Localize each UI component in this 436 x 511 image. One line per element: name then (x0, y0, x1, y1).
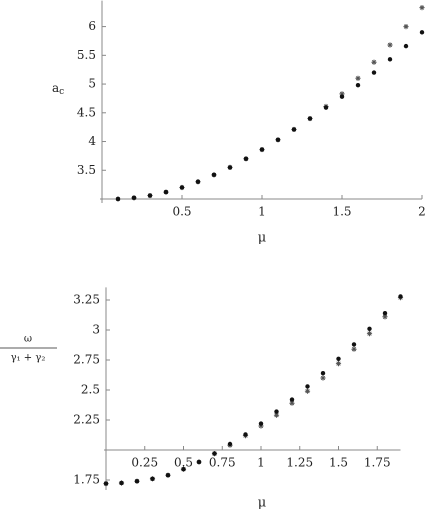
dot-marker (243, 156, 249, 161)
dot-marker (275, 137, 281, 143)
x-tick-label: 0.5 (174, 456, 193, 470)
dot-marker (227, 441, 233, 447)
y-label-denominator: γ₁ + γ₂ (11, 353, 46, 364)
dot-marker (147, 193, 153, 198)
dot-marker (351, 342, 357, 347)
dot-marker (212, 451, 217, 456)
dot-marker (134, 479, 140, 484)
dot-marker (274, 409, 279, 414)
dot-marker (181, 467, 186, 472)
x-tick-label: 1.75 (364, 456, 391, 470)
dot-marker (196, 459, 202, 465)
dot-marker (211, 172, 217, 178)
dot-marker (367, 326, 372, 331)
dot-marker (387, 57, 393, 62)
y-tick-label: 4.5 (77, 105, 96, 119)
star-marker (289, 400, 295, 406)
y-tick-label: 2.25 (73, 413, 100, 427)
dot-marker (323, 105, 329, 110)
dot-marker (115, 196, 121, 202)
y-label-main: a (52, 81, 59, 95)
x-tick-label: 1.25 (286, 456, 313, 470)
dot-marker (131, 195, 137, 201)
star-marker (320, 375, 326, 381)
dot-marker (243, 432, 248, 437)
dot-marker (195, 179, 201, 184)
star-marker (339, 91, 345, 97)
dot-marker (382, 311, 388, 316)
star-marker (355, 75, 361, 81)
star-marker (371, 59, 377, 65)
dot-marker (179, 185, 185, 190)
dot-marker (355, 83, 361, 88)
y-tick-label: 3.5 (77, 163, 96, 177)
y-tick-label: 4 (88, 134, 96, 148)
dot-marker (258, 421, 264, 426)
star-marker (351, 346, 357, 352)
y-tick-label: 3 (92, 323, 100, 337)
x-axis-label: μ (258, 231, 266, 246)
dot-marker (165, 473, 171, 478)
y-tick-label: 3.25 (73, 293, 100, 307)
dot-marker (291, 127, 297, 132)
y-tick-label: 1.75 (73, 473, 100, 487)
x-tick-label: 2 (418, 205, 426, 219)
dot-marker (150, 476, 155, 481)
y-tick-label: 5.5 (77, 48, 96, 62)
dot-marker (371, 70, 377, 75)
dot-marker (163, 189, 169, 195)
star-marker (258, 423, 264, 429)
dot-marker (119, 480, 124, 486)
dot-marker (320, 371, 326, 376)
star-marker (382, 314, 388, 320)
dot-marker (339, 94, 345, 99)
dot-marker (305, 384, 310, 389)
y-tick-label: 2.5 (81, 383, 100, 397)
dot-marker (398, 294, 403, 299)
y-tick-label: 5 (88, 77, 96, 91)
star-marker (335, 361, 342, 367)
x-tick-label: 1 (257, 456, 265, 470)
x-tick-label: 0.75 (209, 456, 236, 470)
dot-marker (103, 481, 109, 486)
x-tick-label: 1 (258, 205, 266, 219)
x-tick-label: 0.5 (172, 205, 191, 219)
x-tick-label: 1.5 (329, 456, 348, 470)
dot-marker (336, 356, 341, 361)
y-tick-label: 6 (88, 19, 96, 33)
dot-marker (227, 165, 233, 170)
dot-marker (307, 116, 313, 121)
y-axis-label: ac (52, 81, 64, 97)
y-label-numerator: ω (24, 334, 32, 345)
y-tick-label: 2.75 (73, 353, 100, 367)
y-label-sub: c (59, 87, 64, 97)
x-axis-label: μ (258, 496, 266, 511)
star-marker (419, 5, 425, 11)
x-tick-label: 0.25 (131, 456, 158, 470)
dot-marker (403, 43, 409, 49)
star-marker (403, 23, 409, 30)
star-marker (273, 412, 280, 418)
star-marker (304, 388, 311, 394)
star-marker (387, 42, 393, 48)
star-marker (366, 331, 373, 337)
dot-marker (289, 397, 295, 402)
x-tick-label: 1.5 (332, 205, 351, 219)
dot-marker (419, 30, 425, 35)
dot-marker (259, 147, 265, 152)
